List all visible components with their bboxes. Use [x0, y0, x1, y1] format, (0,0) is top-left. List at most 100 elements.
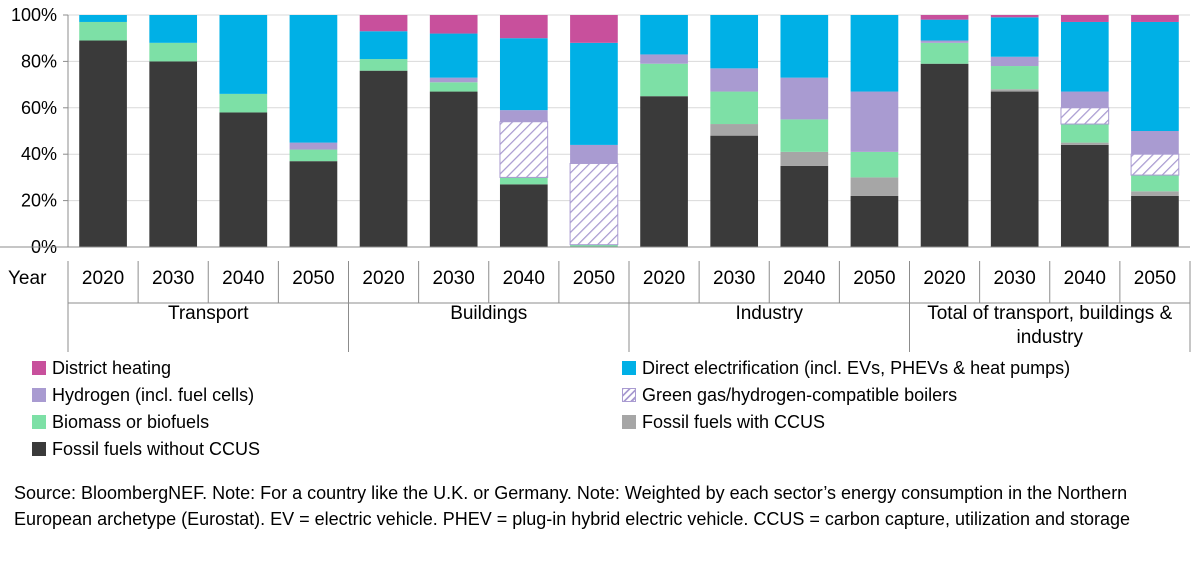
x-tick-label: 2020 — [923, 268, 965, 289]
legend-label: Fossil fuels without CCUS — [52, 439, 261, 459]
bar-segment-hydrogen-incl-fuel-cells — [289, 142, 338, 150]
x-axis-label: Year — [8, 268, 47, 289]
x-tick-label: 2030 — [994, 268, 1036, 289]
bar-segment-fossil-fuels-with-ccus — [1060, 142, 1109, 145]
bar-segment-direct-electrification-incl-evs-phevs-heat-pumps — [1060, 21, 1109, 92]
bar-segment-hydrogen-incl-fuel-cells — [990, 56, 1039, 67]
bar-segment-biomass-or-biofuels — [990, 66, 1039, 90]
bar-segment-fossil-fuels-without-ccus — [219, 112, 268, 247]
bar-segment-green-gas-hydrogen-compatible-boilers — [569, 162, 619, 246]
legend-item-biomass: Biomass or biofuels — [32, 410, 209, 434]
bar-segment-biomass-or-biofuels — [710, 91, 759, 125]
legend-swatch-fossil-ccus — [622, 415, 636, 429]
bar-segment-biomass-or-biofuels — [570, 244, 618, 247]
bar-segment-direct-electrification-incl-evs-phevs-heat-pumps — [710, 15, 759, 69]
bar-segment-fossil-fuels-without-ccus — [710, 135, 759, 247]
x-tick-label: 2030 — [713, 268, 755, 289]
bar-segment-district-heating — [990, 15, 1039, 18]
bar-segment-direct-electrification-incl-evs-phevs-heat-pumps — [289, 15, 338, 143]
bar-segment-district-heating — [359, 15, 408, 32]
bar-segment-biomass-or-biofuels — [219, 93, 268, 113]
bar-segment-direct-electrification-incl-evs-phevs-heat-pumps — [990, 17, 1039, 57]
bar-segment-fossil-fuels-without-ccus — [1060, 144, 1109, 247]
bar-segment-biomass-or-biofuels — [920, 42, 969, 64]
bar-segment-fossil-fuels-without-ccus — [640, 96, 688, 247]
bar-segment-district-heating — [920, 15, 969, 20]
bar-segment-biomass-or-biofuels — [359, 59, 408, 71]
legend-swatch-biomass — [32, 415, 46, 429]
bar-segment-fossil-fuels-with-ccus — [710, 124, 759, 136]
x-tick-label: 2030 — [433, 268, 475, 289]
bar-segment-biomass-or-biofuels — [1131, 175, 1179, 192]
bar-segment-fossil-fuels-without-ccus — [499, 184, 548, 247]
legend-label: District heating — [52, 358, 172, 378]
bar-segment-direct-electrification-incl-evs-phevs-heat-pumps — [79, 15, 127, 22]
bar-segment-district-heating — [499, 15, 548, 39]
bar-segment-direct-electrification-incl-evs-phevs-heat-pumps — [780, 15, 829, 78]
x-tick-label: 2050 — [853, 268, 895, 289]
bar-segment-direct-electrification-incl-evs-phevs-heat-pumps — [359, 31, 408, 60]
x-tick-label: 2040 — [222, 268, 264, 289]
legend-swatch-district-heating — [32, 361, 46, 375]
legend-item-direct-electrification: Direct electrification (incl. EVs, PHEVs… — [622, 356, 1070, 380]
legend-label: Green gas/hydrogen-compatible boilers — [642, 385, 958, 405]
x-tick-label: 2040 — [503, 268, 545, 289]
bar-segment-hydrogen-incl-fuel-cells — [710, 68, 759, 92]
y-tick-label: 20% — [21, 191, 57, 211]
legend-swatch-green-gas — [622, 388, 636, 402]
bar-segment-district-heating — [1060, 15, 1109, 22]
bar-segment-fossil-fuels-without-ccus — [79, 40, 127, 247]
bar-segment-fossil-fuels-with-ccus — [780, 151, 829, 166]
bar-segment-fossil-fuels-without-ccus — [780, 165, 829, 247]
legend-swatch-fossil-no-ccus — [32, 442, 46, 456]
legend-label: Hydrogen (incl. fuel cells) — [52, 385, 255, 405]
group-label: Industry — [735, 303, 803, 324]
bar-segment-fossil-fuels-without-ccus — [149, 61, 198, 248]
y-tick-label: 80% — [21, 51, 57, 71]
legend-swatch-hydrogen — [32, 388, 46, 402]
bar-segment-hydrogen-incl-fuel-cells — [640, 54, 688, 64]
group-label: Buildings — [450, 303, 527, 324]
bar-segment-district-heating — [570, 15, 618, 43]
bar-segment-fossil-fuels-without-ccus — [359, 70, 408, 248]
bar-segment-direct-electrification-incl-evs-phevs-heat-pumps — [149, 15, 198, 43]
bar-segment-biomass-or-biofuels — [289, 149, 338, 162]
bar-segment-fossil-fuels-with-ccus — [1131, 191, 1179, 196]
x-tick-label: 2020 — [362, 268, 404, 289]
bar-segment-hydrogen-incl-fuel-cells — [1060, 91, 1109, 108]
bar-segment-direct-electrification-incl-evs-phevs-heat-pumps — [640, 15, 688, 55]
x-tick-label: 2020 — [82, 268, 124, 289]
x-tick-label: 2040 — [1064, 268, 1106, 289]
x-tick-label: 2030 — [152, 268, 194, 289]
bar-segment-hydrogen-incl-fuel-cells — [499, 110, 548, 122]
x-tick-label: 2020 — [643, 268, 685, 289]
bar-segment-hydrogen-incl-fuel-cells — [920, 40, 969, 43]
bar-segment-direct-electrification-incl-evs-phevs-heat-pumps — [570, 42, 618, 145]
bar-segment-fossil-fuels-without-ccus — [429, 91, 478, 247]
stacked-bar-chart: 0%20%40%60%80%100%Year 2020 2030 2040 2050 20… — [0, 5, 1191, 352]
x-tick-label: 2050 — [573, 268, 615, 289]
bar-segment-biomass-or-biofuels — [429, 82, 478, 92]
legend-label: Biomass or biofuels — [52, 412, 210, 432]
x-tick-label: 2050 — [292, 268, 334, 289]
bar-segment-direct-electrification-incl-evs-phevs-heat-pumps — [920, 19, 969, 41]
bar-segment-fossil-fuels-without-ccus — [990, 91, 1039, 247]
bar-segment-direct-electrification-incl-evs-phevs-heat-pumps — [1131, 21, 1179, 131]
bar-segment-fossil-fuels-with-ccus — [990, 89, 1039, 92]
bar-segment-direct-electrification-incl-evs-phevs-heat-pumps — [499, 38, 548, 111]
legend-label: Fossil fuels with CCUS — [642, 412, 826, 432]
bar-segment-district-heating — [429, 15, 478, 34]
bar-segment-hydrogen-incl-fuel-cells — [1131, 131, 1179, 155]
legend-item-hydrogen: Hydrogen (incl. fuel cells) — [32, 383, 254, 407]
bar-segment-green-gas-hydrogen-compatible-boilers — [499, 121, 549, 178]
y-tick-label: 60% — [21, 98, 57, 118]
bar-segment-biomass-or-biofuels — [1060, 124, 1109, 143]
legend-item-green-gas: Green gas/hydrogen-compatible boilers — [622, 383, 957, 407]
bar-segment-hydrogen-incl-fuel-cells — [850, 91, 899, 152]
bar-segment-biomass-or-biofuels — [149, 42, 198, 62]
bar-segment-fossil-fuels-with-ccus — [850, 177, 899, 196]
bar-segment-biomass-or-biofuels — [79, 21, 127, 41]
bar-segment-hydrogen-incl-fuel-cells — [429, 77, 478, 83]
bar-segment-biomass-or-biofuels — [499, 177, 548, 185]
bar-segment-biomass-or-biofuels — [780, 119, 829, 152]
